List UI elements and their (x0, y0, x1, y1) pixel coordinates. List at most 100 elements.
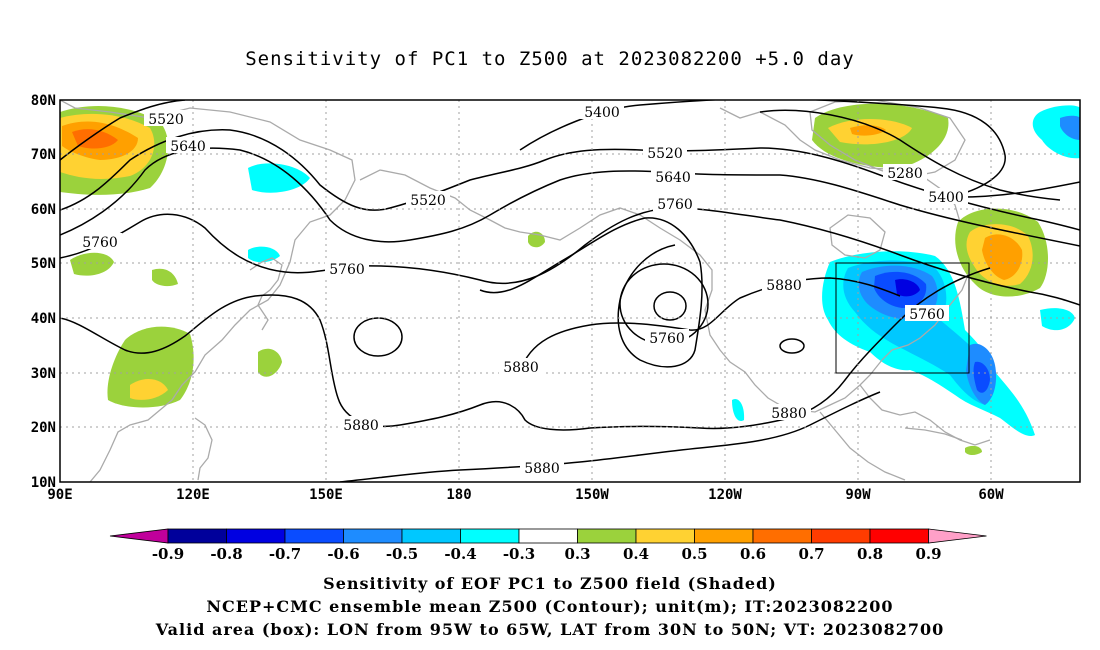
contour-label-text: 5760 (909, 307, 945, 323)
contour-label-text: 5520 (148, 112, 184, 128)
valid-area-box (835, 262, 970, 374)
colorbar-tick-label: -0.4 (444, 545, 476, 563)
contour-label: 5640 (166, 137, 210, 155)
coast-alaska (359, 169, 971, 413)
contour-5280-ne (759, 109, 1061, 201)
shade-orange-atlantic (982, 234, 1023, 280)
colorbar-tick-label: 0.3 (564, 545, 590, 563)
lat-label: 40N (31, 311, 56, 327)
contour-label: 5520 (643, 144, 687, 162)
colorbar: -0.9 -0.8 -0.7 -0.6 -0.5 -0.4 -0.3 0.3 0.4 0.5 0.6… (109, 528, 987, 563)
contour-label-text: 5880 (503, 360, 539, 376)
contour-5760-wave (479, 217, 703, 368)
contour-label-text: 5760 (649, 331, 685, 347)
contour-label-text: 5760 (657, 197, 693, 213)
lat-label: 60N (31, 202, 56, 218)
colorbar-tick-label: -0.8 (210, 545, 242, 563)
colorbar-swatch (869, 528, 929, 544)
contour-label: 5520 (144, 110, 188, 128)
lat-label: 10N (31, 475, 56, 491)
contour-label: 5760 (325, 260, 369, 278)
lon-label: 150E (309, 487, 343, 503)
footer-line-3: Valid area (box): LON from 95W to 65W, L… (155, 620, 945, 639)
contour-5880-west (519, 277, 901, 373)
colorbar-tick-label: -0.3 (503, 545, 535, 563)
colorbar-tick-label: -0.6 (327, 545, 359, 563)
colorbar-swatch (343, 528, 403, 544)
contour-labels: 5400 5520 5640 5520 5760 5520 5640 5760 (78, 103, 968, 477)
contour-5880-low (60, 267, 991, 431)
latitude-labels: 80N 70N 60N 50N 40N 30N 20N 10N (31, 93, 56, 491)
lon-label: 120W (708, 487, 742, 503)
colorbar-swatch (460, 528, 520, 544)
colorbar-right-tip (928, 528, 987, 544)
colorbar-tick-label: -0.9 (152, 545, 184, 563)
lat-label: 30N (31, 366, 56, 382)
contour-closed-small (779, 338, 805, 354)
shade-green-asia-2 (152, 268, 178, 287)
contour-label: 5880 (339, 416, 383, 434)
colorbar-swatch (518, 528, 578, 544)
contour-label: 5760 (78, 233, 122, 251)
contour-label-text: 5880 (766, 278, 802, 294)
gridlines (60, 100, 1080, 482)
contour-closed-5880 (353, 317, 403, 357)
lon-label: 90W (845, 487, 871, 503)
map-frame (59, 99, 1081, 483)
colorbar-swatch (226, 528, 286, 544)
shade-navy-na (895, 279, 920, 297)
colorbar-swatch (635, 528, 695, 544)
contour-label: 5880 (762, 276, 806, 294)
contour-label-text: 5640 (170, 139, 206, 155)
contour-label: 5760 (645, 329, 689, 347)
colorbar-tick-label: 0.6 (740, 545, 766, 563)
shade-yellow-asia (130, 378, 168, 400)
contour-label: 5880 (520, 459, 564, 477)
contour-label: 5400 (580, 103, 624, 121)
contour-label: 5520 (406, 191, 450, 209)
colorbar-left-tip (109, 528, 169, 544)
contour-label-text: 5400 (928, 190, 964, 206)
contour-label-text: 5880 (343, 418, 379, 434)
contour-label: 5760 (905, 305, 949, 323)
colorbar-tick-label: 0.5 (681, 545, 707, 563)
coast-central-am (819, 411, 906, 481)
shade-green-asia-1 (70, 252, 114, 276)
colorbar-tick-label: 0.4 (623, 545, 649, 563)
contour-label-text: 5520 (647, 146, 683, 162)
lat-label: 70N (31, 147, 56, 163)
contour-label-text: 5280 (887, 166, 923, 182)
contour-label: 5280 (883, 164, 927, 182)
contour-5520-west (60, 100, 186, 161)
lon-label: 120E (176, 487, 210, 503)
footer-line-2: NCEP+CMC ensemble mean Z500 (Contour); u… (206, 597, 894, 616)
shade-cyan-small-1 (732, 398, 745, 422)
colorbar-swatch (167, 528, 227, 544)
contour-label: 5880 (499, 358, 543, 376)
contour-label-text: 5640 (655, 170, 691, 186)
colorbar-swatch (811, 528, 871, 544)
coast-greenland (809, 100, 966, 179)
coast-hudson (829, 214, 886, 259)
coast-philippines (194, 417, 213, 481)
lat-label: 80N (31, 93, 56, 109)
lon-label: 60W (978, 487, 1004, 503)
colorbar-swatch (577, 528, 637, 544)
lat-label: 50N (31, 256, 56, 272)
lon-label: 180 (446, 487, 471, 503)
colorbar-swatch (752, 528, 812, 544)
shade-cyan-asia-1 (248, 163, 310, 193)
lon-label: 90E (47, 487, 72, 503)
shade-green-asia-3 (107, 326, 194, 408)
contour-label: 5400 (924, 188, 968, 206)
lat-label: 20N (31, 420, 56, 436)
shade-cyan-ne-strip (1040, 308, 1075, 331)
shade-green-asia-4 (258, 348, 282, 377)
coast-asia (60, 100, 356, 482)
contour-label-text: 5880 (771, 406, 807, 422)
contour-label: 5760 (653, 195, 697, 213)
colorbar-swatch (401, 528, 461, 544)
contour-label-text: 5880 (524, 461, 560, 477)
contour-closed-5760-inner (653, 291, 687, 321)
